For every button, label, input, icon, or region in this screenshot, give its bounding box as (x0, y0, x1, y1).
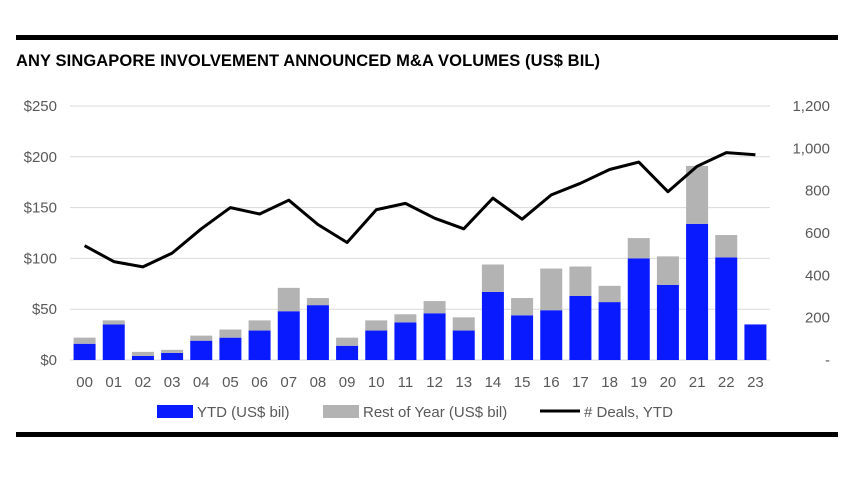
y-right-tick-label: 600 (805, 225, 830, 242)
legend-swatch-ytd (157, 405, 193, 418)
bar-ytd (394, 322, 417, 360)
x-tick-label: 01 (105, 374, 122, 391)
x-tick-label: 10 (368, 374, 385, 391)
bar-ytd (336, 345, 359, 360)
bar-ytd (656, 284, 679, 360)
bar-rest-of-year (423, 301, 446, 314)
bar-ytd (686, 223, 709, 360)
bar-ytd (569, 295, 592, 360)
bar-rest-of-year (73, 337, 96, 344)
bar-ytd (277, 311, 300, 360)
bar-ytd (248, 330, 271, 360)
bar-rest-of-year (656, 256, 679, 285)
bar-ytd (190, 340, 213, 360)
bar-rest-of-year (394, 314, 417, 323)
bar-rest-of-year (102, 320, 125, 325)
x-tick-label: 17 (572, 374, 589, 391)
x-tick-label: 08 (310, 374, 327, 391)
y-right-tick-label: - (825, 352, 830, 369)
bar-ytd (73, 343, 96, 360)
y-left-tick-label: $0 (40, 352, 57, 369)
bar-ytd (161, 352, 184, 360)
bar-rest-of-year (511, 298, 534, 316)
x-tick-label: 22 (718, 374, 735, 391)
bar-rest-of-year (161, 349, 184, 353)
x-tick-label: 18 (601, 374, 618, 391)
bar-rest-of-year (569, 266, 592, 296)
x-tick-label: 06 (251, 374, 268, 391)
x-tick-label: 03 (164, 374, 181, 391)
y-right-tick-label: 400 (805, 267, 830, 284)
bar-ytd (511, 315, 534, 360)
bar-rest-of-year (365, 320, 388, 331)
x-tick-label: 21 (689, 374, 706, 391)
bar-ytd (598, 302, 621, 360)
bar-ytd (540, 310, 563, 360)
bar-ytd (744, 324, 767, 360)
bar-ytd (219, 337, 242, 360)
bottom-rule (16, 432, 838, 437)
bar-ytd (452, 330, 475, 360)
x-tick-label: 14 (485, 374, 502, 391)
y-right-tick-label: 200 (805, 310, 830, 327)
y-left-tick-label: $250 (24, 98, 57, 115)
x-tick-label: 19 (630, 374, 647, 391)
chart-title: ANY SINGAPORE INVOLVEMENT ANNOUNCED M&A … (16, 52, 601, 70)
bar-rest-of-year (277, 287, 300, 312)
bar-rest-of-year (336, 337, 359, 346)
bar-ytd (423, 313, 446, 360)
deals-line (83, 151, 756, 269)
bar-ytd (365, 330, 388, 360)
bar-rest-of-year (306, 298, 329, 306)
bar-ytd (627, 258, 650, 360)
x-tick-label: 13 (455, 374, 472, 391)
bar-rest-of-year (598, 285, 621, 303)
bar-rest-of-year (540, 268, 563, 311)
y-right-tick-label: 800 (805, 183, 830, 200)
bar-rest-of-year (190, 335, 213, 341)
y-left-tick-label: $150 (24, 200, 57, 217)
bar-ytd (481, 291, 504, 360)
y-left-tick-label: $100 (24, 250, 57, 267)
x-tick-label: 04 (193, 374, 210, 391)
x-tick-label: 16 (543, 374, 560, 391)
x-tick-label: 23 (747, 374, 764, 391)
bar-ytd (306, 305, 329, 360)
bar-rest-of-year (481, 264, 504, 292)
top-rule (16, 35, 838, 40)
bar-ytd (102, 324, 125, 360)
legend-label-rest-of-year: Rest of Year (US$ bil) (363, 404, 507, 421)
bar-rest-of-year (452, 317, 475, 331)
x-tick-label: 11 (398, 374, 414, 391)
x-tick-label: 15 (514, 374, 531, 391)
x-tick-label: 09 (339, 374, 356, 391)
y-right-tick-label: 1,000 (792, 140, 830, 157)
x-tick-label: 02 (135, 374, 152, 391)
x-tick-label: 05 (222, 374, 239, 391)
legend-swatch-rest-of-year (323, 405, 359, 418)
bar-rest-of-year (219, 329, 242, 338)
bar-rest-of-year (131, 351, 154, 356)
bar-ytd (715, 257, 738, 360)
bar-ytd (131, 355, 154, 360)
y-left-tick-label: $200 (24, 149, 57, 166)
bar-rest-of-year (715, 235, 738, 258)
bar-rest-of-year (248, 320, 271, 331)
x-tick-label: 20 (660, 374, 677, 391)
bar-rest-of-year (686, 165, 709, 224)
y-left-tick-label: $50 (32, 301, 57, 318)
legend-label-ytd: YTD (US$ bil) (197, 404, 290, 421)
bar-rest-of-year (627, 238, 650, 259)
legend-label-deals: # Deals, YTD (584, 404, 673, 421)
x-tick-label: 00 (76, 374, 93, 391)
y-right-tick-label: 1,200 (792, 98, 830, 115)
x-tick-label: 12 (426, 374, 443, 391)
x-tick-label: 07 (280, 374, 297, 391)
